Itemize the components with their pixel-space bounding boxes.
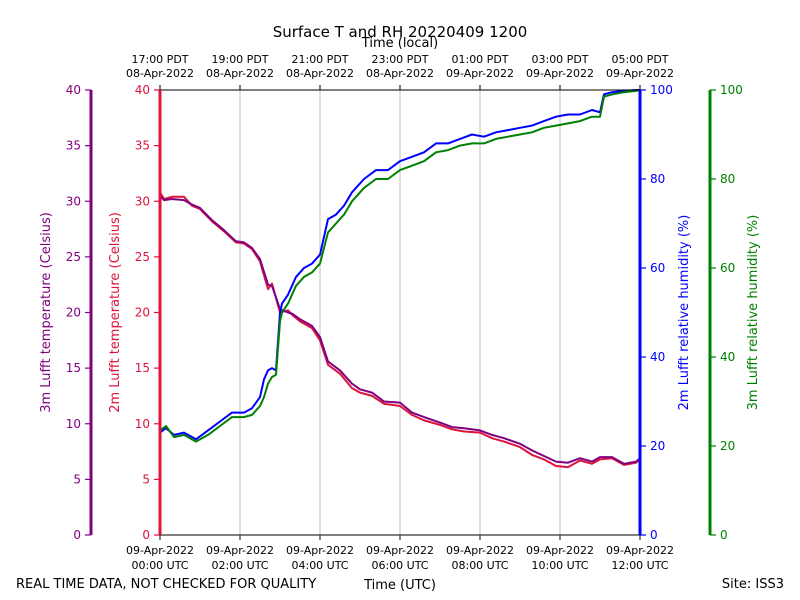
- axis-tick-label-t2m: 0: [142, 528, 150, 542]
- x-tick-label-local-date: 09-Apr-2022: [446, 67, 514, 80]
- x-tick-label-utc-date: 09-Apr-2022: [606, 544, 674, 557]
- axis-tick-label-t3m: 30: [66, 194, 81, 208]
- axis-tick-label-rh3m: 0: [720, 528, 728, 542]
- x-tick-label-local-time: 17:00 PDT: [131, 53, 188, 66]
- x-tick-label-local-time: 21:00 PDT: [291, 53, 348, 66]
- axis-tick-label-rh2m: 100: [650, 83, 673, 97]
- axis-tick-label-t3m: 20: [66, 306, 81, 320]
- x-axis-label: Time (UTC): [363, 578, 436, 593]
- axis-tick-label-rh2m: 40: [650, 350, 665, 364]
- axis-tick-label-t3m: 10: [66, 417, 81, 431]
- axis-tick-label-t2m: 15: [135, 361, 150, 375]
- series-line-rh2m: [159, 89, 640, 441]
- x-tick-label-local-date: 09-Apr-2022: [606, 67, 674, 80]
- x-tick-label-local-time: 23:00 PDT: [371, 53, 428, 66]
- x-tick-label-utc-date: 09-Apr-2022: [366, 544, 434, 557]
- axis-tick-label-rh3m: 60: [720, 261, 735, 275]
- axis-tick-label-t3m: 15: [66, 361, 81, 375]
- axis-title-rh2m: 2m Lufft relative humidity (%): [677, 215, 692, 411]
- x-tick-label-utc-time: 04:00 UTC: [291, 559, 348, 572]
- axis-title-rh3m: 3m Lufft relative humidity (%): [746, 215, 761, 411]
- x-tick-label-utc-date: 09-Apr-2022: [206, 544, 274, 557]
- axes-layer: 0 5 10 15 20 25 30 35 40 3m Lufft temperature (Ce…: [39, 83, 761, 542]
- axis-tick-label-rh2m: 20: [650, 439, 665, 453]
- x-tick-label-local-time: 03:00 PDT: [531, 53, 588, 66]
- axis-tick-label-rh2m: 60: [650, 261, 665, 275]
- axis-tick-label-t2m: 35: [135, 139, 150, 153]
- series-line-rh3m: [159, 89, 641, 443]
- x-tick-label-utc-time: 08:00 UTC: [451, 559, 508, 572]
- axis-tick-label-t2m: 20: [135, 306, 150, 320]
- chart-title: Surface T and RH 20220409 1200: [273, 23, 528, 41]
- x-tick-label-utc-time: 06:00 UTC: [371, 559, 428, 572]
- x-tick-label-utc-date: 09-Apr-2022: [126, 544, 194, 557]
- top-axis-title: Time (local): [361, 36, 438, 51]
- axis-tick-label-rh3m: 20: [720, 439, 735, 453]
- x-tick-label-utc-date: 09-Apr-2022: [446, 544, 514, 557]
- time-axis-layer: 09-Apr-2022 00:00 UTC 09-Apr-2022 02:00 UTC…: [126, 53, 674, 572]
- x-tick-label-local-date: 08-Apr-2022: [286, 67, 354, 80]
- x-tick-label-local-time: 01:00 PDT: [451, 53, 508, 66]
- axis-tick-label-t3m: 5: [73, 472, 81, 486]
- x-tick-label-local-date: 08-Apr-2022: [206, 67, 274, 80]
- x-tick-label-utc-time: 00:00 UTC: [131, 559, 188, 572]
- grid-layer: [239, 90, 561, 535]
- x-tick-label-local-date: 08-Apr-2022: [366, 67, 434, 80]
- x-tick-label-local-date: 09-Apr-2022: [526, 67, 594, 80]
- axis-tick-label-t2m: 40: [135, 83, 150, 97]
- series-line-t3m: [159, 195, 641, 465]
- axis-tick-label-t3m: 0: [73, 528, 81, 542]
- axis-tick-label-t2m: 25: [135, 250, 150, 264]
- axis-title-t3m: 3m Lufft temperature (Celsius): [39, 212, 54, 413]
- axis-title-t2m: 2m Lufft temperature (Celsius): [108, 212, 123, 413]
- x-tick-label-utc-date: 09-Apr-2022: [286, 544, 354, 557]
- x-tick-label-local-date: 08-Apr-2022: [126, 67, 194, 80]
- axis-tick-label-t2m: 30: [135, 194, 150, 208]
- axis-tick-label-t3m: 35: [66, 139, 81, 153]
- series-layer: [159, 89, 641, 469]
- axis-tick-label-rh2m: 0: [650, 528, 658, 542]
- axis-tick-label-rh3m: 80: [720, 172, 735, 186]
- x-tick-label-utc-time: 10:00 UTC: [531, 559, 588, 572]
- axis-tick-label-rh3m: 100: [720, 83, 743, 97]
- axis-tick-label-t3m: 40: [66, 83, 81, 97]
- axis-tick-label-t2m: 10: [135, 417, 150, 431]
- axis-tick-label-t3m: 25: [66, 250, 81, 264]
- site-label: Site: ISS3: [722, 577, 784, 592]
- axis-tick-label-rh2m: 80: [650, 172, 665, 186]
- x-tick-label-utc-date: 09-Apr-2022: [526, 544, 594, 557]
- x-tick-label-local-time: 05:00 PDT: [611, 53, 668, 66]
- x-tick-label-utc-time: 12:00 UTC: [611, 559, 668, 572]
- quality-disclaimer: REAL TIME DATA, NOT CHECKED FOR QUALITY: [16, 577, 316, 592]
- axis-tick-label-t2m: 5: [142, 472, 150, 486]
- x-tick-label-local-time: 19:00 PDT: [211, 53, 268, 66]
- axis-tick-label-rh3m: 40: [720, 350, 735, 364]
- x-tick-label-utc-time: 02:00 UTC: [211, 559, 268, 572]
